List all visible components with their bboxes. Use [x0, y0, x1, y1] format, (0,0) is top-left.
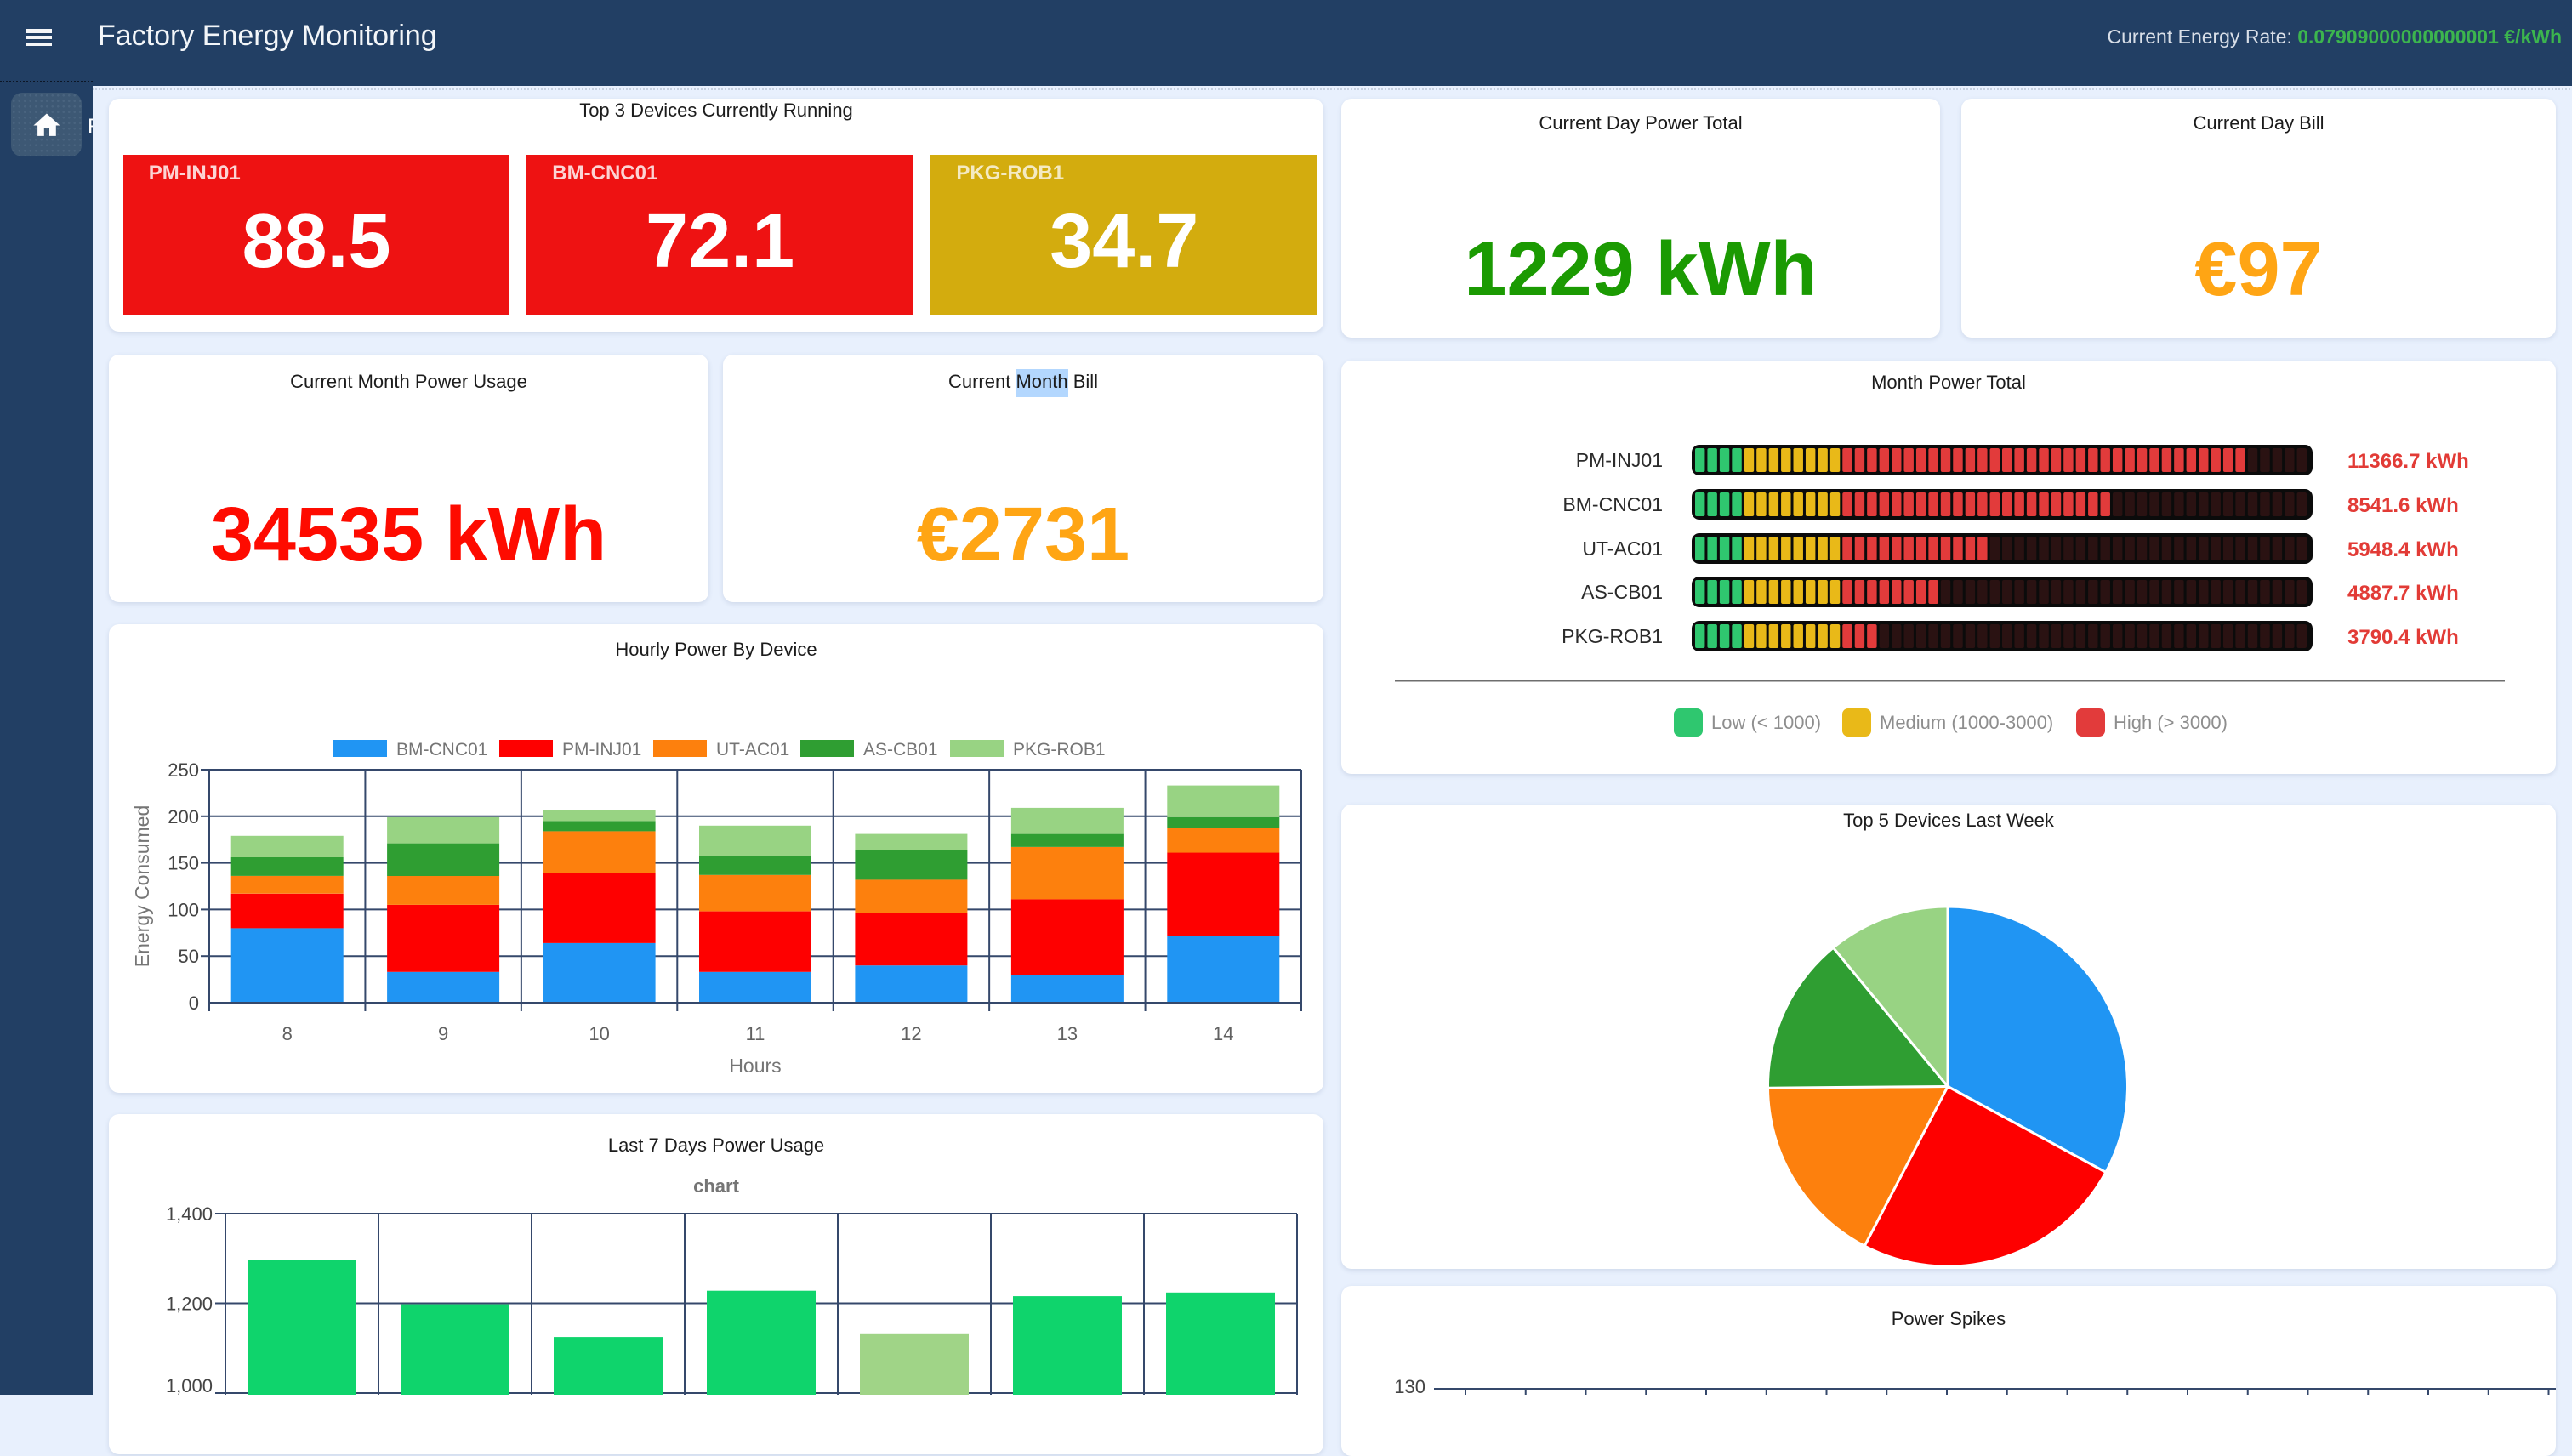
svg-text:High (> 3000): High (> 3000) — [2114, 712, 2228, 733]
svg-text:PM-INJ01: PM-INJ01 — [1576, 449, 1663, 471]
svg-text:Hours: Hours — [729, 1055, 781, 1077]
svg-text:10: 10 — [589, 1023, 609, 1044]
svg-text:UT-AC01: UT-AC01 — [1582, 537, 1663, 560]
svg-text:150: 150 — [168, 853, 199, 874]
svg-text:PKG-ROB1: PKG-ROB1 — [1562, 625, 1663, 647]
svg-text:Low (< 1000): Low (< 1000) — [1711, 712, 1821, 733]
svg-text:PKG-ROB1: PKG-ROB1 — [1013, 740, 1106, 759]
svg-text:1,000: 1,000 — [166, 1375, 213, 1395]
svg-text:AS-CB01: AS-CB01 — [863, 740, 938, 759]
svg-text:BM-CNC01: BM-CNC01 — [1562, 493, 1663, 515]
svg-text:PM-INJ01: PM-INJ01 — [562, 740, 641, 759]
svg-text:UT-AC01: UT-AC01 — [716, 740, 789, 759]
svg-text:250: 250 — [168, 759, 199, 781]
svg-text:130: 130 — [1394, 1376, 1425, 1395]
svg-text:13: 13 — [1057, 1023, 1078, 1044]
svg-text:3790.4 kWh: 3790.4 kWh — [2347, 626, 2459, 649]
svg-text:50: 50 — [179, 946, 199, 967]
svg-text:100: 100 — [168, 899, 199, 920]
svg-text:Energy Consumed: Energy Consumed — [131, 805, 153, 968]
svg-text:8: 8 — [282, 1023, 293, 1044]
svg-text:11366.7 kWh: 11366.7 kWh — [2347, 450, 2469, 473]
svg-text:5948.4 kWh: 5948.4 kWh — [2347, 538, 2459, 561]
svg-text:4887.7 kWh: 4887.7 kWh — [2347, 582, 2459, 605]
svg-text:14: 14 — [1213, 1023, 1233, 1044]
svg-text:0: 0 — [189, 992, 199, 1014]
svg-text:9: 9 — [438, 1023, 448, 1044]
svg-text:1,400: 1,400 — [166, 1203, 213, 1225]
svg-text:1,200: 1,200 — [166, 1294, 213, 1315]
svg-text:AS-CB01: AS-CB01 — [1581, 581, 1663, 603]
svg-text:200: 200 — [168, 806, 199, 828]
svg-text:11: 11 — [746, 1023, 765, 1044]
svg-text:8541.6 kWh: 8541.6 kWh — [2347, 494, 2459, 517]
svg-text:Medium (1000-3000): Medium (1000-3000) — [1880, 712, 2053, 733]
svg-text:BM-CNC01: BM-CNC01 — [396, 740, 487, 759]
svg-text:12: 12 — [901, 1023, 921, 1044]
svg-text:chart: chart — [693, 1175, 739, 1197]
